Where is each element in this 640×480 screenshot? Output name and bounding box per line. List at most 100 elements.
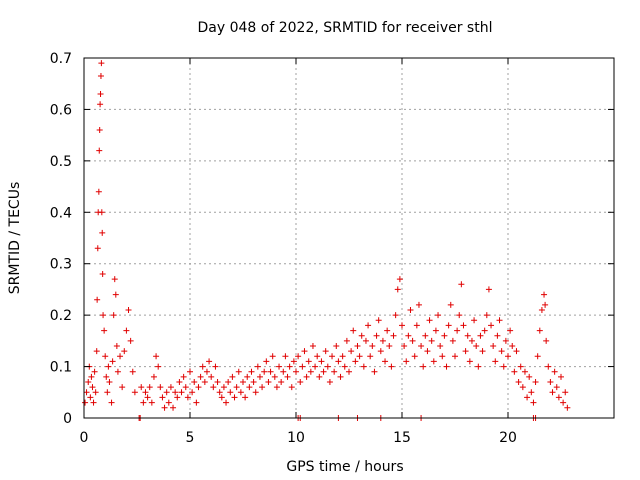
data-point [439,353,446,360]
data-point [167,384,174,391]
data-point [369,343,376,349]
data-point [350,327,357,334]
data-point [297,379,304,385]
data-point [95,188,102,195]
data-point [534,353,541,360]
data-point [273,384,280,391]
data-point [119,384,126,391]
data-point [184,394,191,401]
data-point [337,373,344,380]
data-point [466,358,473,365]
data-point [244,373,251,380]
data-point [386,343,393,349]
data-point [146,384,153,391]
data-point [352,358,359,365]
data-point [170,404,177,411]
data-point [216,389,223,396]
data-point [153,353,160,360]
data-point [333,343,340,349]
data-point [343,337,350,344]
data-point [301,348,308,355]
data-point [208,373,215,380]
data-point [477,332,484,339]
data-point [542,301,549,308]
data-point [441,332,448,339]
data-point [511,368,518,375]
data-point [329,353,336,360]
data-point [106,379,113,385]
data-point [382,358,389,365]
data-point [161,404,168,411]
data-point [418,343,425,349]
data-point [388,363,395,370]
data-point [220,384,227,391]
data-point [206,358,213,365]
y-tick-label: 0.1 [50,360,72,376]
data-point [90,399,97,406]
data-point [403,358,410,365]
data-point [513,348,520,355]
data-point [290,358,297,365]
data-point [390,332,397,339]
data-point [180,373,187,380]
data-point [541,291,548,298]
data-point [191,379,198,385]
data-point [109,358,116,365]
data-point [94,245,101,252]
data-point [341,363,348,370]
data-point [252,389,259,396]
y-tick-label: 0 [63,411,72,427]
data-point [111,276,118,283]
x-tick-labels: 0 5 10 15 20 [80,430,517,446]
data-point [483,312,490,319]
data-point [94,296,101,303]
data-point [280,368,287,375]
data-point [138,384,145,391]
data-point [354,343,361,349]
data-point [335,358,342,365]
data-point [456,312,463,319]
data-point [496,317,503,324]
data-point [92,389,99,396]
data-point [282,353,289,360]
data-point [560,399,567,406]
y-tick-label: 0.4 [50,205,72,221]
data-point [155,363,162,370]
y-tick-label: 0.7 [50,51,72,67]
data-point [346,368,352,375]
data-point [307,368,314,375]
data-point [182,384,189,391]
data-point [362,337,369,344]
data-point [140,399,147,406]
y-tick-label: 0.6 [50,102,72,118]
data-point [437,343,444,349]
data-point [218,394,225,401]
data-point [452,353,458,360]
data-point [197,373,204,380]
data-point [528,389,535,396]
data-point [358,332,365,339]
data-point [515,379,522,385]
data-point [127,337,134,344]
data-point [82,399,89,406]
data-point [97,91,104,97]
data-point [110,312,117,319]
data-point [269,353,276,360]
data-point [108,399,115,406]
data-point [488,322,495,329]
data-point [121,348,128,355]
data-point [509,343,516,349]
data-point [422,332,429,339]
data-point [458,281,465,288]
data-point [447,301,454,308]
data-point [426,317,433,324]
data-point [165,399,172,406]
data-point [231,394,238,401]
data-point [284,373,291,380]
data-point [471,317,478,324]
data-point [142,389,149,396]
data-point [415,301,422,308]
data-point [117,353,124,360]
data-point [428,337,435,344]
